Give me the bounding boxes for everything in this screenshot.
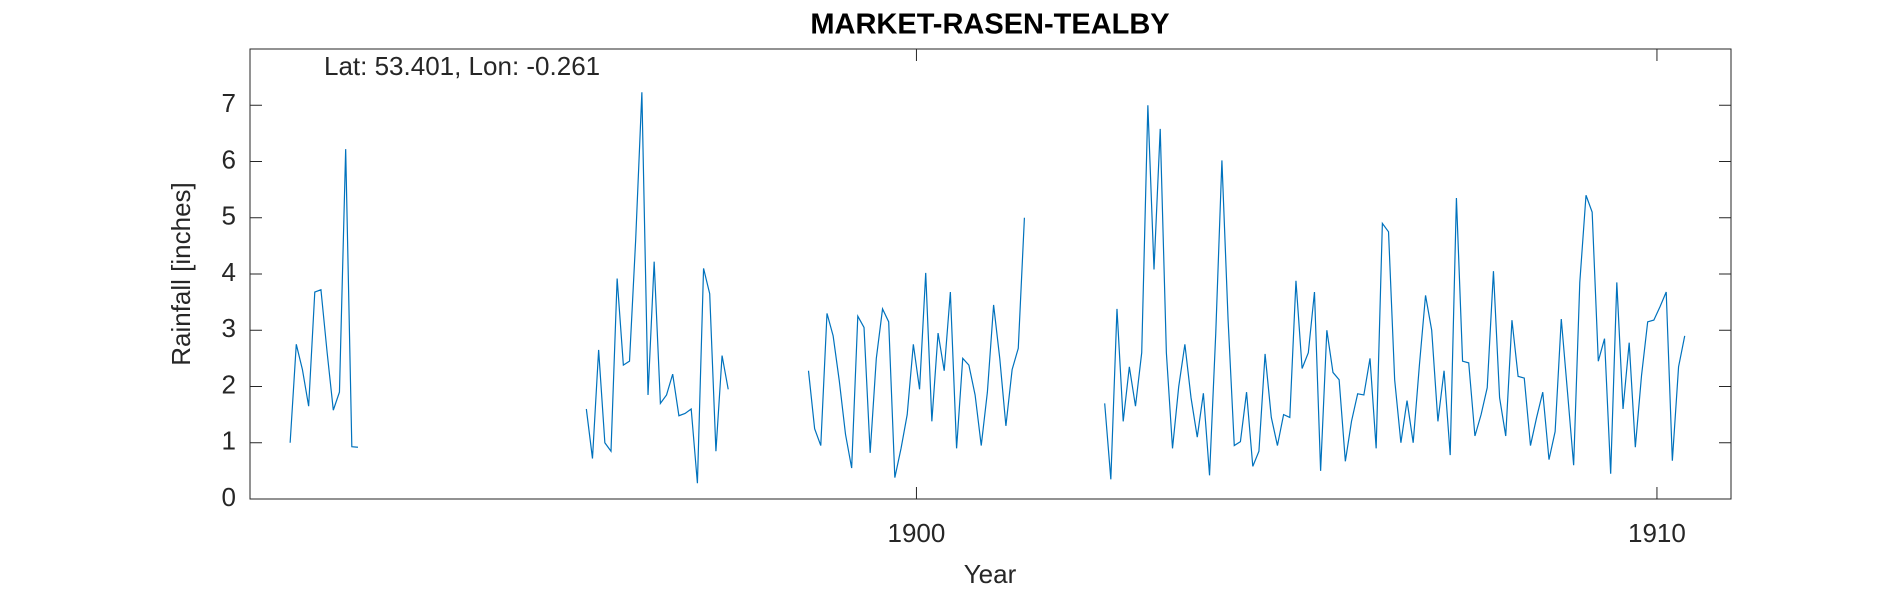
y-tick-label: 7 (222, 88, 236, 118)
chart-title: MARKET-RASEN-TEALBY (810, 9, 1169, 41)
x-tick-label: 1900 (888, 518, 946, 548)
plot-area (249, 48, 1732, 500)
rainfall-line (289, 92, 1686, 484)
y-axis-label: Rainfall [inches] (166, 182, 196, 366)
y-tick-label: 6 (222, 144, 236, 174)
y-tick-label: 1 (222, 426, 236, 456)
y-tick-label: 2 (222, 369, 236, 399)
x-tick-label: 1910 (1628, 518, 1686, 548)
annotation: Lat: 53.401, Lon: -0.261 (324, 51, 600, 81)
y-tick-label: 5 (222, 201, 236, 231)
y-tick-label: 4 (222, 257, 236, 287)
y-tick-label: 0 (222, 482, 236, 512)
x-axis-label: Year (964, 559, 1017, 589)
y-tick-label: 3 (222, 313, 236, 343)
